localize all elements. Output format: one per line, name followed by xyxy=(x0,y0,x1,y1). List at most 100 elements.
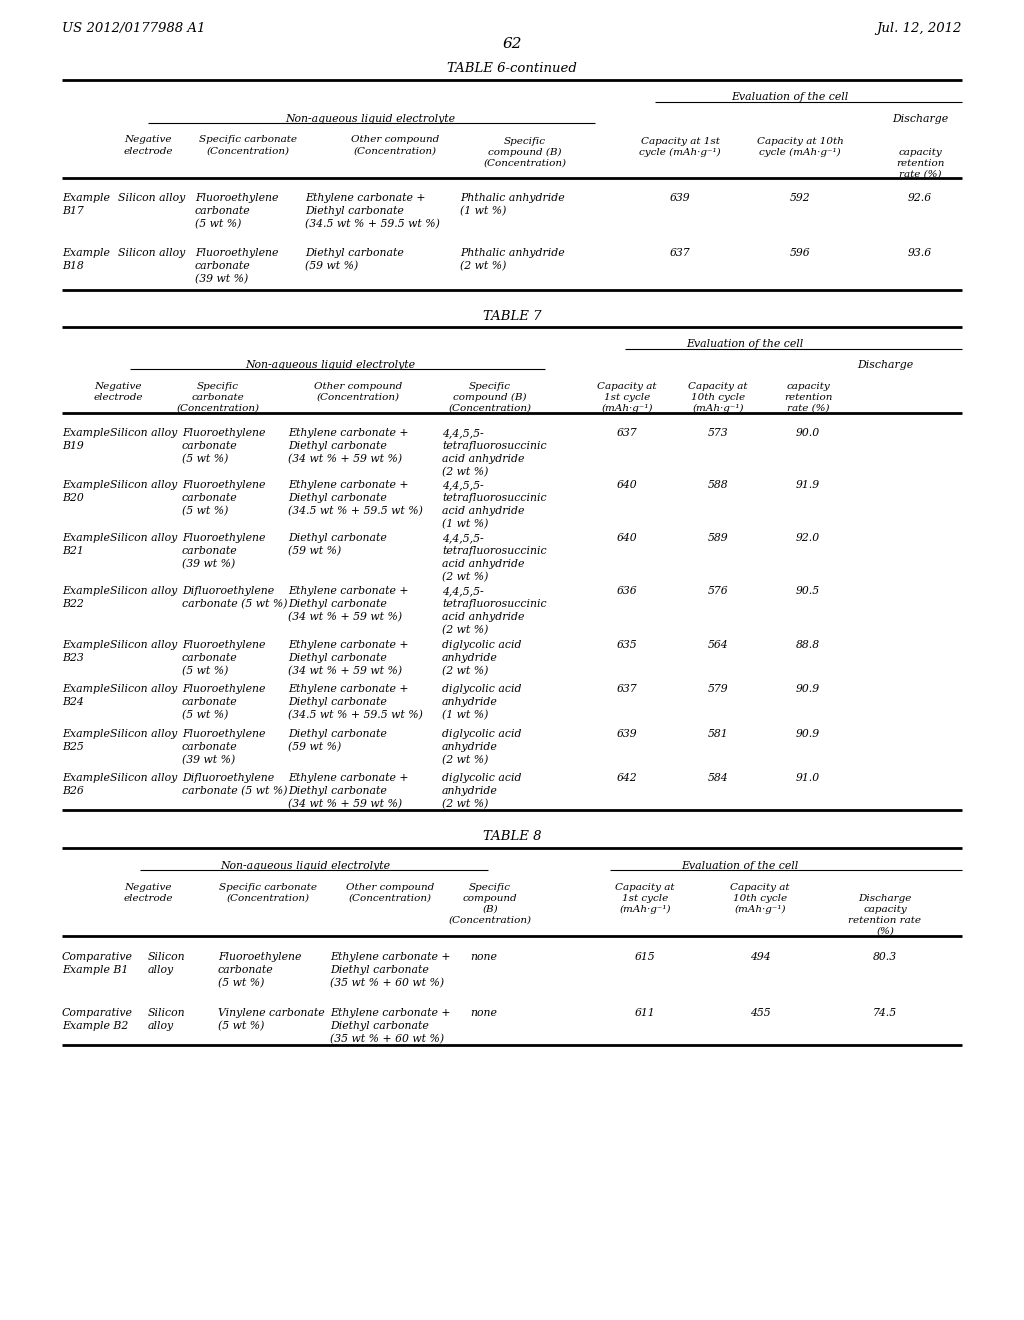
Text: TABLE 7: TABLE 7 xyxy=(482,310,542,323)
Text: Diethyl carbonate: Diethyl carbonate xyxy=(288,653,387,663)
Text: 91.0: 91.0 xyxy=(796,774,820,783)
Text: cycle (mAh·g⁻¹): cycle (mAh·g⁻¹) xyxy=(639,148,721,157)
Text: (59 wt %): (59 wt %) xyxy=(288,546,341,556)
Text: carbonate: carbonate xyxy=(195,206,251,216)
Text: tetrafluorosuccinic: tetrafluorosuccinic xyxy=(442,546,547,556)
Text: (%): (%) xyxy=(877,927,894,936)
Text: 589: 589 xyxy=(708,533,728,543)
Text: Silicon: Silicon xyxy=(148,1008,185,1018)
Text: Specific: Specific xyxy=(504,137,546,147)
Text: Ethylene carbonate +: Ethylene carbonate + xyxy=(288,480,409,490)
Text: (1 wt %): (1 wt %) xyxy=(442,710,488,721)
Text: Example: Example xyxy=(62,193,110,203)
Text: (Concentration): (Concentration) xyxy=(449,916,531,925)
Text: 1st cycle: 1st cycle xyxy=(622,894,668,903)
Text: B24: B24 xyxy=(62,697,84,708)
Text: Diethyl carbonate: Diethyl carbonate xyxy=(288,533,387,543)
Text: (B): (B) xyxy=(482,906,498,913)
Text: Silicon alloy: Silicon alloy xyxy=(110,684,177,694)
Text: carbonate: carbonate xyxy=(182,441,238,451)
Text: Capacity at 1st: Capacity at 1st xyxy=(641,137,720,147)
Text: Discharge: Discharge xyxy=(858,894,911,903)
Text: 455: 455 xyxy=(750,1008,770,1018)
Text: Silicon alloy: Silicon alloy xyxy=(118,193,185,203)
Text: rate (%): rate (%) xyxy=(786,404,829,413)
Text: Example: Example xyxy=(62,684,110,694)
Text: (34 wt % + 59 wt %): (34 wt % + 59 wt %) xyxy=(288,454,402,465)
Text: Non-aqueous liquid electrolyte: Non-aqueous liquid electrolyte xyxy=(220,861,390,871)
Text: Discharge: Discharge xyxy=(892,114,948,124)
Text: electrode: electrode xyxy=(123,894,173,903)
Text: retention rate: retention rate xyxy=(849,916,922,925)
Text: Comparative: Comparative xyxy=(62,952,133,962)
Text: B17: B17 xyxy=(62,206,84,216)
Text: carbonate: carbonate xyxy=(182,653,238,663)
Text: 642: 642 xyxy=(616,774,637,783)
Text: diglycolic acid: diglycolic acid xyxy=(442,640,521,649)
Text: anhydride: anhydride xyxy=(442,742,498,752)
Text: Phthalic anhydride: Phthalic anhydride xyxy=(460,248,564,257)
Text: Non-aqueous liquid electrolyte: Non-aqueous liquid electrolyte xyxy=(285,114,455,124)
Text: Specific: Specific xyxy=(197,381,239,391)
Text: Fluoroethylene: Fluoroethylene xyxy=(182,640,265,649)
Text: 579: 579 xyxy=(708,684,728,694)
Text: Evaluation of the cell: Evaluation of the cell xyxy=(686,339,804,348)
Text: 4,4,5,5-: 4,4,5,5- xyxy=(442,586,483,597)
Text: (5 wt %): (5 wt %) xyxy=(218,978,264,989)
Text: 90.9: 90.9 xyxy=(796,684,820,694)
Text: 637: 637 xyxy=(670,248,690,257)
Text: retention: retention xyxy=(783,393,833,403)
Text: Fluoroethylene: Fluoroethylene xyxy=(182,684,265,694)
Text: anhydride: anhydride xyxy=(442,785,498,796)
Text: (2 wt %): (2 wt %) xyxy=(442,667,488,676)
Text: (5 wt %): (5 wt %) xyxy=(182,710,228,721)
Text: 611: 611 xyxy=(635,1008,655,1018)
Text: (Concentration): (Concentration) xyxy=(348,894,431,903)
Text: Phthalic anhydride: Phthalic anhydride xyxy=(460,193,564,203)
Text: Fluoroethylene: Fluoroethylene xyxy=(182,533,265,543)
Text: Diethyl carbonate: Diethyl carbonate xyxy=(288,441,387,451)
Text: Ethylene carbonate +: Ethylene carbonate + xyxy=(288,586,409,597)
Text: (Concentration): (Concentration) xyxy=(226,894,309,903)
Text: Jul. 12, 2012: Jul. 12, 2012 xyxy=(877,22,962,36)
Text: B19: B19 xyxy=(62,441,84,451)
Text: Negative: Negative xyxy=(124,883,172,892)
Text: Non-aqueous liquid electrolyte: Non-aqueous liquid electrolyte xyxy=(245,360,415,370)
Text: (Concentration): (Concentration) xyxy=(207,147,290,156)
Text: carbonate (5 wt %): carbonate (5 wt %) xyxy=(182,599,288,610)
Text: Silicon alloy: Silicon alloy xyxy=(110,586,177,597)
Text: 564: 564 xyxy=(708,640,728,649)
Text: (39 wt %): (39 wt %) xyxy=(182,558,236,569)
Text: (2 wt %): (2 wt %) xyxy=(442,624,488,635)
Text: capacity: capacity xyxy=(898,148,942,157)
Text: 93.6: 93.6 xyxy=(908,248,932,257)
Text: 639: 639 xyxy=(616,729,637,739)
Text: anhydride: anhydride xyxy=(442,697,498,708)
Text: TABLE 8: TABLE 8 xyxy=(482,830,542,843)
Text: Example B1: Example B1 xyxy=(62,965,128,975)
Text: Evaluation of the cell: Evaluation of the cell xyxy=(731,92,849,102)
Text: Evaluation of the cell: Evaluation of the cell xyxy=(681,861,799,871)
Text: 639: 639 xyxy=(670,193,690,203)
Text: Diethyl carbonate: Diethyl carbonate xyxy=(288,599,387,609)
Text: 90.9: 90.9 xyxy=(796,729,820,739)
Text: carbonate (5 wt %): carbonate (5 wt %) xyxy=(182,785,288,796)
Text: (5 wt %): (5 wt %) xyxy=(195,219,242,230)
Text: (2 wt %): (2 wt %) xyxy=(460,261,507,272)
Text: (5 wt %): (5 wt %) xyxy=(182,454,228,465)
Text: 10th cycle: 10th cycle xyxy=(733,894,787,903)
Text: (2 wt %): (2 wt %) xyxy=(442,572,488,582)
Text: (Concentration): (Concentration) xyxy=(316,393,399,403)
Text: carbonate: carbonate xyxy=(182,697,238,708)
Text: (59 wt %): (59 wt %) xyxy=(305,261,358,272)
Text: acid anhydride: acid anhydride xyxy=(442,506,524,516)
Text: 62: 62 xyxy=(502,37,522,51)
Text: cycle (mAh·g⁻¹): cycle (mAh·g⁻¹) xyxy=(759,148,841,157)
Text: B22: B22 xyxy=(62,599,84,609)
Text: 573: 573 xyxy=(708,428,728,438)
Text: 640: 640 xyxy=(616,533,637,543)
Text: Vinylene carbonate: Vinylene carbonate xyxy=(218,1008,325,1018)
Text: Diethyl carbonate: Diethyl carbonate xyxy=(288,729,387,739)
Text: tetrafluorosuccinic: tetrafluorosuccinic xyxy=(442,441,547,451)
Text: (34 wt % + 59 wt %): (34 wt % + 59 wt %) xyxy=(288,612,402,622)
